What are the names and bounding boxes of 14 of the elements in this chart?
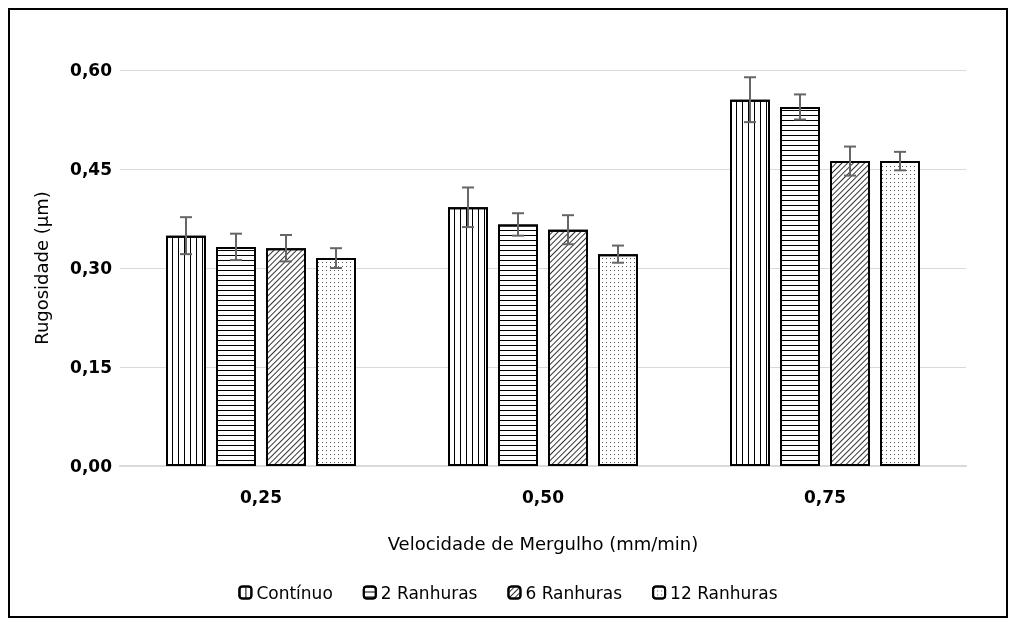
legend-label: 12 Ranhuras — [670, 582, 778, 603]
legend-label: 6 Ranhuras — [525, 582, 623, 603]
y-tick-label: 0,45 — [70, 159, 112, 179]
y-tick-label: 0,15 — [70, 357, 112, 377]
x-tick-label: 0,50 — [522, 486, 565, 507]
y-tick-label: 0,30 — [70, 258, 113, 278]
legend-label: Contínuo — [256, 582, 333, 603]
y-tick-label: 0,60 — [70, 60, 113, 80]
y-tick-label: 0,00 — [70, 456, 113, 476]
x-tick-label: 0,75 — [804, 486, 846, 507]
x-axis-title: Velocidade de Mergulho (mm/min) — [387, 532, 699, 554]
y-axis-title: Rugosidade (µm) — [30, 191, 52, 345]
x-tick-label: 0,25 — [240, 486, 282, 507]
legend-label: 2 Ranhuras — [380, 582, 478, 603]
